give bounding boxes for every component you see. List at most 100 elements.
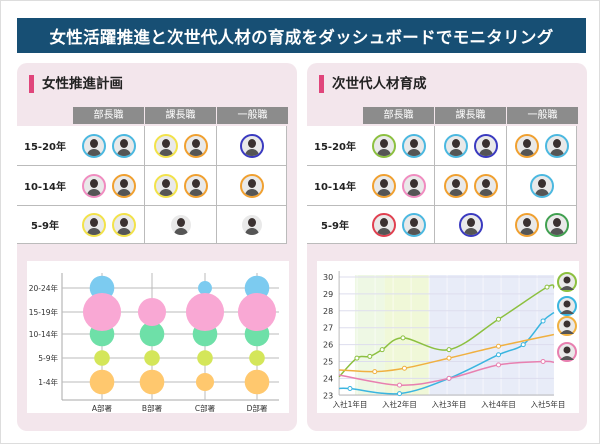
avatar[interactable] — [473, 173, 498, 198]
avatar[interactable] — [183, 133, 208, 158]
x-tick-label: 入社3年目 — [432, 399, 467, 409]
data-point — [540, 318, 546, 324]
row-label: 10-14年 — [17, 166, 73, 206]
panel-title: 次世代人材育成 — [319, 75, 427, 93]
table-cell — [73, 166, 145, 206]
data-point — [379, 347, 385, 353]
avatar[interactable] — [239, 212, 264, 237]
line-chart: 23 24 25 26 27 28 29 30 入社1年目 入社2年目 入社3年目 入社4年目 入社5年… — [317, 261, 579, 413]
y-tick-label: 1-4年 — [38, 377, 58, 387]
avatar[interactable] — [401, 173, 426, 198]
row-label: 15-20年 — [307, 126, 363, 166]
avatar[interactable] — [111, 173, 136, 198]
panel-title: 女性推進計画 — [29, 75, 123, 93]
y-tick-label: 30 — [323, 273, 333, 282]
column-header: 部長職 — [363, 107, 434, 124]
avatar[interactable] — [371, 173, 396, 198]
x-tick-label: 入社4年目 — [481, 399, 516, 409]
table-cell — [435, 166, 507, 206]
series-line-orange — [339, 333, 555, 373]
legend-avatar — [557, 272, 577, 292]
avatar[interactable] — [443, 133, 468, 158]
bubble — [94, 350, 110, 366]
column-header: 課長職 — [145, 107, 216, 124]
data-point — [401, 365, 407, 371]
avatar[interactable] — [443, 173, 468, 198]
avatar[interactable] — [529, 173, 554, 198]
table-cell — [507, 206, 577, 244]
table-cell — [435, 206, 507, 244]
column-header: 一般職 — [507, 107, 578, 124]
column-header: 課長職 — [435, 107, 506, 124]
data-point — [544, 284, 550, 290]
avatar[interactable] — [81, 212, 106, 237]
data-point — [496, 362, 501, 368]
y-tick-label: 25 — [323, 358, 333, 367]
table-cell — [363, 126, 435, 166]
table-cell — [507, 166, 577, 206]
x-tick-label: 入社2年目 — [382, 399, 417, 409]
row-label: 5-9年 — [307, 206, 363, 244]
table-cell — [363, 166, 435, 206]
avatar[interactable] — [81, 173, 106, 198]
bubble — [89, 369, 115, 395]
band — [429, 275, 554, 395]
data-point — [496, 316, 501, 322]
avatar[interactable] — [544, 133, 569, 158]
column-header: 一般職 — [217, 107, 288, 124]
bubble — [82, 292, 122, 332]
y-tick-label: 24 — [323, 374, 333, 383]
data-point — [397, 382, 402, 388]
data-point — [446, 355, 452, 361]
legend-avatar — [557, 316, 577, 336]
x-tick-label: C部署 — [195, 403, 216, 413]
next-gen-panel: 次世代人材育成 部長職 課長職 一般職 15-20年 10-14年 5-9年 23 24 25… — [307, 63, 587, 431]
y-tick-label: 5-9年 — [38, 353, 58, 363]
bubble — [198, 281, 212, 295]
avatar[interactable] — [401, 212, 426, 237]
avatar[interactable] — [514, 212, 539, 237]
y-tick-label: 26 — [323, 341, 333, 350]
y-tick-label: 10-14年 — [29, 329, 59, 339]
table-cell — [73, 126, 145, 166]
avatar[interactable] — [168, 212, 193, 237]
table-cell — [145, 166, 217, 206]
table-cell — [73, 206, 145, 244]
avatar[interactable] — [544, 212, 569, 237]
y-tick-label: 27 — [323, 324, 333, 333]
y-tick-label: 20-24年 — [29, 283, 59, 293]
data-point — [347, 386, 353, 392]
avatar[interactable] — [514, 133, 539, 158]
band — [384, 275, 430, 395]
avatar[interactable] — [183, 173, 208, 198]
avatar[interactable] — [239, 133, 264, 158]
avatar[interactable] — [239, 173, 264, 198]
avatar[interactable] — [153, 133, 178, 158]
avatar[interactable] — [371, 212, 396, 237]
y-tick-label: 23 — [323, 391, 333, 400]
row-label: 5-9年 — [17, 206, 73, 244]
bubble — [139, 369, 165, 395]
bubble — [197, 350, 213, 366]
bubble — [237, 292, 277, 332]
avatar[interactable] — [458, 212, 483, 237]
avatar[interactable] — [401, 133, 426, 158]
x-tick-label: A部署 — [92, 403, 113, 413]
table-cell — [363, 206, 435, 244]
data-point — [496, 352, 501, 358]
x-tick-label: B部署 — [142, 403, 163, 413]
avatar[interactable] — [81, 133, 106, 158]
table-cell — [217, 206, 287, 244]
legend-avatar — [557, 296, 577, 316]
avatar[interactable] — [371, 133, 396, 158]
avatar[interactable] — [111, 133, 136, 158]
data-point — [400, 335, 406, 341]
avatar[interactable] — [473, 133, 498, 158]
table-cell — [217, 166, 287, 206]
y-tick-label: 15-19年 — [29, 307, 59, 317]
avatar[interactable] — [111, 212, 136, 237]
avatar[interactable] — [153, 173, 178, 198]
row-label: 10-14年 — [307, 166, 363, 206]
legend-avatar — [557, 342, 577, 362]
y-tick-label: 29 — [323, 290, 333, 299]
